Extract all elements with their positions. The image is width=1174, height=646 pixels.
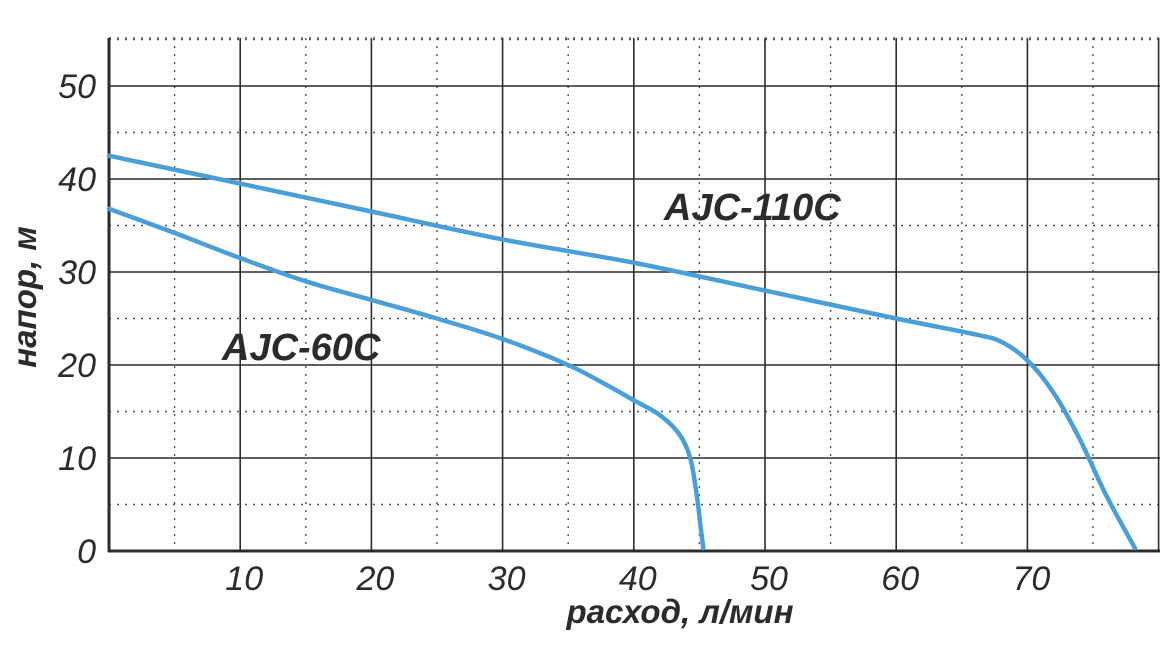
y-tick-label: 0 xyxy=(77,533,96,571)
x-tick-label: 50 xyxy=(750,560,788,598)
x-tick-labels: 10 20 30 40 50 60 70 xyxy=(225,560,1050,598)
x-tick-label: 10 xyxy=(225,560,263,598)
y-tick-label: 20 xyxy=(57,347,96,385)
series-label-ajc-110c: AJC-110C xyxy=(663,187,841,229)
y-tick-label: 50 xyxy=(58,68,96,106)
x-tick-label: 40 xyxy=(619,560,657,598)
x-tick-label: 20 xyxy=(355,560,394,598)
x-tick-label: 30 xyxy=(488,560,526,598)
y-tick-label: 30 xyxy=(58,254,96,292)
x-tick-label: 70 xyxy=(1012,560,1050,598)
series-line-ajc-110c xyxy=(106,153,1138,551)
series-label-ajc-60c: AJC-60C xyxy=(221,327,381,369)
grid xyxy=(109,37,1160,551)
x-tick-label: 60 xyxy=(881,560,919,598)
y-axis-title: напор, м xyxy=(6,226,43,368)
x-axis-title: расход, л/мин xyxy=(565,593,793,630)
series-line-ajc-60c xyxy=(106,206,706,551)
y-tick-label: 10 xyxy=(58,440,96,478)
y-tick-labels: 0 10 20 30 40 50 xyxy=(57,68,96,571)
axes xyxy=(107,38,1160,553)
series-lines xyxy=(106,153,1138,551)
y-tick-label: 40 xyxy=(58,161,96,199)
